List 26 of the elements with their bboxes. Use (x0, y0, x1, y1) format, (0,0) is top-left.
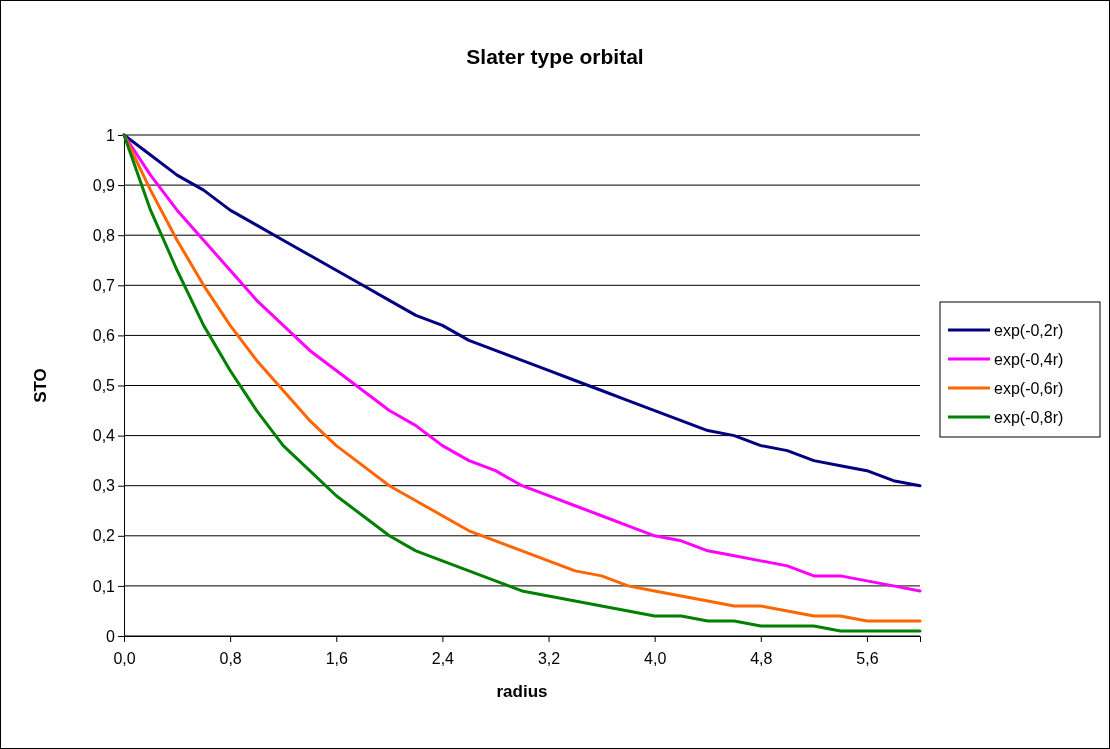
legend-label: exp(-0,6r) (994, 380, 1064, 397)
x-tick-label: 0,0 (113, 650, 136, 668)
y-tick-label: 0,6 (92, 327, 116, 345)
chart-title: Slater type orbital (466, 45, 644, 68)
legend-label: exp(-0,8r) (994, 409, 1064, 426)
y-tick-label: 0,9 (92, 176, 116, 194)
x-tick-label: 4,8 (750, 650, 773, 668)
y-tick-label: 0 (106, 627, 116, 645)
y-axis-title: STO (31, 368, 50, 403)
y-tick-label: 1 (106, 126, 116, 144)
x-tick-label: 4,0 (644, 650, 667, 668)
legend-label: exp(-0,2r) (994, 322, 1064, 339)
y-tick-label: 0,3 (92, 477, 116, 495)
y-tick-label: 0,2 (92, 527, 116, 545)
y-tick-label: 0,1 (92, 577, 116, 595)
legend-label: exp(-0,4r) (994, 351, 1064, 368)
x-tick-label: 2,4 (431, 650, 455, 668)
y-tick-label: 0,5 (92, 377, 116, 395)
x-tick-label: 0,8 (219, 650, 242, 668)
y-tick-label: 0,4 (92, 427, 116, 445)
y-tick-label: 0,8 (92, 226, 116, 244)
x-axis-title: radius (496, 682, 548, 701)
y-tick-label: 0,7 (92, 276, 116, 294)
x-tick-label: 1,6 (325, 650, 348, 668)
x-tick-label: 5,6 (856, 650, 879, 668)
x-tick-label: 3,2 (537, 650, 561, 668)
